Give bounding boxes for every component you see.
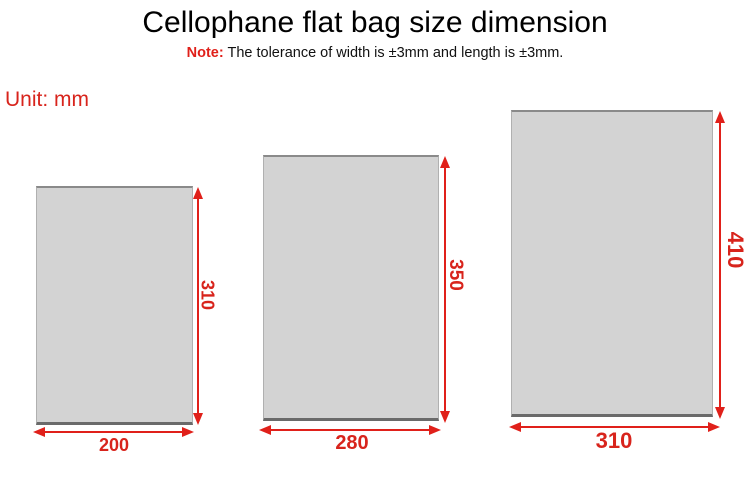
bag-large (511, 110, 713, 417)
length-arrow-small (193, 187, 203, 425)
width-arrow-large (509, 422, 720, 432)
width-label-medium: 280 (335, 432, 369, 454)
bag-medium (263, 155, 439, 421)
note-text: The tolerance of width is ±3mm and lengt… (223, 45, 564, 61)
length-label-small: 310 (197, 279, 218, 311)
page-title: Cellophane flat bag size dimension (142, 6, 608, 39)
note-label: Note: (186, 45, 224, 61)
width-arrow-small (33, 427, 194, 437)
width-label-small: 200 (98, 435, 130, 455)
length-label-medium: 350 (445, 259, 466, 291)
width-label-large: 310 (595, 428, 633, 453)
length-arrow-large (715, 111, 725, 419)
bag-small (36, 186, 193, 425)
tolerance-note: Note: The tolerance of width is ±3mm and… (0, 45, 750, 61)
width-arrow-medium (259, 425, 441, 435)
unit-label: Unit: mm (5, 88, 89, 111)
length-arrow-medium (440, 156, 450, 423)
length-label-large: 410 (723, 231, 748, 269)
